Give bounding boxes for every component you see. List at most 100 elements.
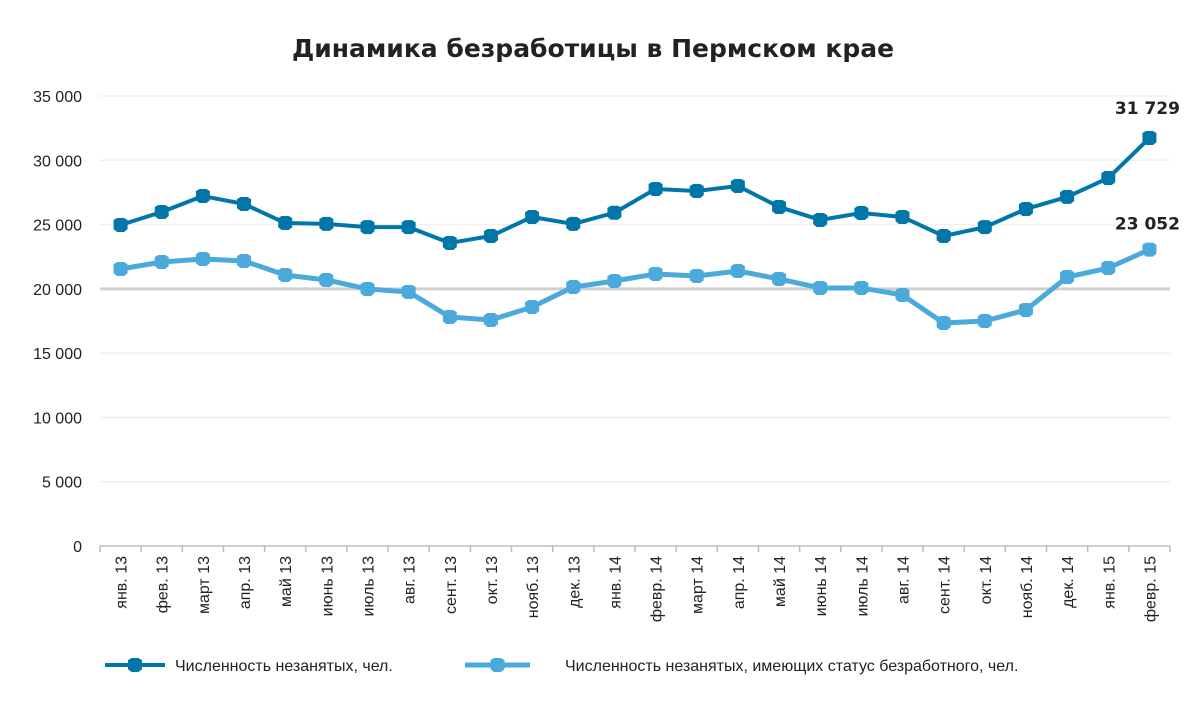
data-point bbox=[319, 216, 334, 231]
x-tick-label: сент. 14 bbox=[937, 556, 954, 614]
data-point bbox=[854, 280, 869, 295]
y-tick-label: 10 000 bbox=[33, 410, 82, 427]
data-point bbox=[730, 263, 745, 278]
data-point bbox=[1018, 302, 1033, 317]
data-point bbox=[813, 280, 828, 295]
x-tick-label: июнь 13 bbox=[319, 556, 336, 616]
data-point bbox=[1018, 202, 1033, 217]
x-tick-label: окт. 14 bbox=[978, 556, 995, 604]
data-point bbox=[772, 271, 787, 286]
legend: Численность незанятых, чел. Численность н… bbox=[105, 658, 1018, 675]
data-point bbox=[278, 267, 293, 282]
data-point bbox=[1060, 189, 1075, 204]
data-point bbox=[278, 216, 293, 231]
data-point bbox=[442, 235, 457, 250]
series-lines: 31 729 23 052 bbox=[113, 99, 1180, 331]
x-tick-label: апр. 14 bbox=[731, 556, 748, 609]
data-point bbox=[483, 229, 498, 244]
data-point bbox=[1142, 242, 1157, 257]
data-point bbox=[854, 206, 869, 220]
y-axis-ticks: 0 5 000 10 000 15 000 20 000 25 000 30 000 35 0… bbox=[33, 89, 82, 556]
x-tick-label: март 13 bbox=[196, 556, 213, 614]
series-line bbox=[120, 247, 1151, 326]
data-label: 31 729 bbox=[1115, 99, 1180, 119]
data-point bbox=[730, 179, 745, 193]
data-point bbox=[813, 212, 828, 227]
y-tick-label: 5 000 bbox=[42, 475, 82, 492]
series-2: 23 052 bbox=[113, 215, 1180, 331]
x-tick-label: июль 14 bbox=[854, 556, 871, 617]
data-point bbox=[1101, 261, 1116, 276]
legend-label: Численность незанятых, чел. bbox=[175, 658, 393, 675]
data-point bbox=[977, 314, 992, 328]
data-point bbox=[936, 229, 951, 244]
x-tick-label: февр. 14 bbox=[649, 556, 666, 622]
data-label: 23 052 bbox=[1115, 215, 1180, 235]
data-point bbox=[977, 220, 992, 235]
data-point bbox=[195, 252, 210, 267]
data-point bbox=[895, 288, 910, 303]
data-point bbox=[607, 205, 622, 220]
data-point bbox=[237, 253, 252, 268]
data-point bbox=[648, 266, 663, 281]
x-tick-label: янв. 14 bbox=[607, 556, 624, 609]
data-point bbox=[648, 181, 663, 196]
data-point bbox=[1101, 171, 1116, 186]
x-tick-label: февр. 15 bbox=[1142, 556, 1159, 622]
data-point bbox=[1060, 270, 1075, 285]
data-point bbox=[154, 254, 169, 269]
data-point bbox=[442, 310, 457, 325]
y-tick-label: 0 bbox=[73, 539, 82, 556]
x-tick-label: дек. 13 bbox=[566, 556, 583, 608]
data-point bbox=[772, 199, 787, 214]
x-tick-label: янв. 13 bbox=[114, 556, 131, 609]
data-point bbox=[113, 217, 128, 232]
x-tick-label: янв. 15 bbox=[1101, 556, 1118, 609]
x-tick-label: сент. 13 bbox=[443, 556, 460, 614]
x-tick-label: нояб. 14 bbox=[1019, 556, 1036, 618]
x-tick-label: дек. 14 bbox=[1060, 556, 1077, 608]
x-tick-label: нояб. 13 bbox=[525, 556, 542, 618]
x-tick-label: фев. 13 bbox=[155, 556, 172, 613]
data-point bbox=[360, 220, 375, 235]
x-tick-label: окт. 13 bbox=[484, 556, 501, 604]
data-point bbox=[360, 281, 375, 296]
series-1: 31 729 bbox=[113, 99, 1180, 250]
data-point bbox=[607, 274, 622, 289]
x-tick-label: май 14 bbox=[772, 556, 789, 607]
data-point bbox=[566, 280, 581, 295]
data-point bbox=[895, 209, 910, 224]
data-point bbox=[319, 272, 334, 287]
x-tick-label: июль 13 bbox=[361, 556, 378, 617]
x-tick-label: март 14 bbox=[690, 556, 707, 614]
data-point bbox=[483, 312, 498, 327]
chart-title: Динамика безработицы в Пермском крае bbox=[292, 34, 894, 63]
data-point bbox=[154, 204, 169, 219]
data-point bbox=[490, 658, 505, 672]
data-point bbox=[128, 658, 142, 672]
x-tick-label: авг. 13 bbox=[402, 556, 419, 604]
y-tick-label: 25 000 bbox=[33, 218, 82, 235]
data-point bbox=[689, 184, 704, 199]
x-tick-label: апр. 13 bbox=[237, 556, 254, 609]
data-point bbox=[401, 284, 416, 299]
data-point bbox=[525, 299, 540, 314]
gridlines bbox=[100, 95, 1170, 483]
data-point bbox=[1142, 131, 1157, 146]
legend-label: Численность незанятых, имеющих статус бе… bbox=[565, 658, 1018, 675]
y-tick-label: 30 000 bbox=[33, 153, 82, 170]
y-tick-label: 20 000 bbox=[33, 282, 82, 299]
data-point bbox=[525, 209, 540, 224]
x-axis: янв. 13 фев. 13 март 13 апр. 13 май 13 июнь 1… bbox=[99, 545, 1171, 622]
data-point bbox=[689, 269, 704, 283]
y-tick-label: 15 000 bbox=[33, 346, 82, 363]
data-point bbox=[936, 316, 951, 331]
series-line bbox=[119, 136, 1151, 245]
data-point bbox=[566, 216, 581, 231]
data-point bbox=[237, 197, 252, 211]
x-tick-label: июнь 14 bbox=[813, 556, 830, 616]
data-point bbox=[195, 189, 210, 204]
legend-item: Численность незанятых, чел. bbox=[105, 658, 393, 675]
data-point bbox=[401, 220, 416, 235]
